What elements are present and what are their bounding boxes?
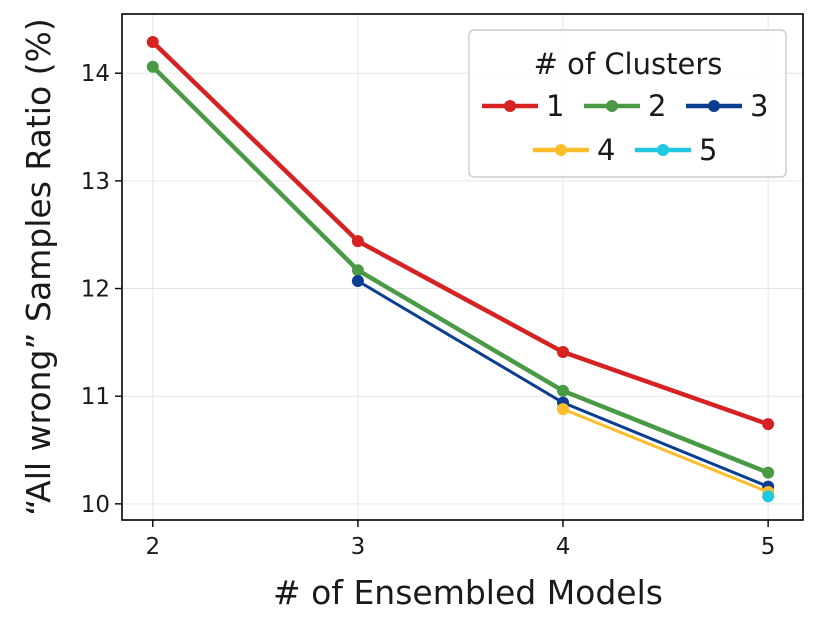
legend-label: 5 (699, 133, 717, 167)
legend-label: 1 (546, 89, 564, 123)
legend-item-4: 4 (533, 133, 615, 167)
x-tick-label: 3 (351, 534, 366, 560)
data-point (351, 264, 364, 277)
y-tick-label: 13 (81, 169, 110, 195)
data-point (762, 418, 775, 431)
x-tick-label: 4 (556, 534, 571, 560)
y-tick-label: 10 (81, 492, 110, 518)
x-tick-label: 2 (145, 534, 160, 560)
y-axis-title: “All wrong” Samples Ratio (%) (19, 18, 58, 515)
legend-item-1: 1 (482, 89, 564, 123)
data-point (557, 346, 570, 359)
legend-label: 2 (648, 89, 666, 123)
legend-title: # of Clusters (534, 47, 723, 81)
y-tick-label: 12 (81, 277, 110, 303)
series-line (151, 65, 769, 475)
data-point (557, 384, 570, 397)
data-point (557, 403, 570, 416)
legend-swatch-marker (708, 100, 720, 112)
series-5 (762, 490, 775, 503)
y-tick-label: 14 (81, 61, 110, 87)
data-point (351, 274, 364, 287)
series-1 (146, 35, 775, 431)
data-point (146, 60, 159, 73)
data-point (146, 35, 159, 48)
legend-swatch-marker (657, 144, 669, 156)
series-2 (146, 60, 775, 479)
data-point (351, 235, 364, 248)
legend-box (468, 29, 787, 178)
data-point (762, 490, 775, 503)
x-axis-title: # of Ensembled Models (273, 573, 663, 612)
series-line (151, 40, 769, 427)
legend: # of Clusters 1 2 3 4 5 (468, 29, 787, 178)
legend-swatch-marker (606, 100, 618, 112)
legend-item-2: 2 (584, 89, 666, 123)
legend-label: 3 (750, 89, 768, 123)
legend-swatch-marker (555, 144, 567, 156)
plot-frame (121, 13, 804, 521)
legend-label: 4 (597, 133, 615, 167)
legend-item-3: 3 (686, 89, 768, 123)
x-tick-label: 5 (761, 534, 776, 560)
data-point (762, 466, 775, 479)
series-line (562, 407, 769, 494)
legend-swatch-marker (504, 100, 516, 112)
legend-item-5: 5 (635, 133, 717, 167)
y-tick-label: 11 (81, 384, 110, 410)
series-group (146, 35, 775, 503)
series-3 (351, 274, 775, 493)
